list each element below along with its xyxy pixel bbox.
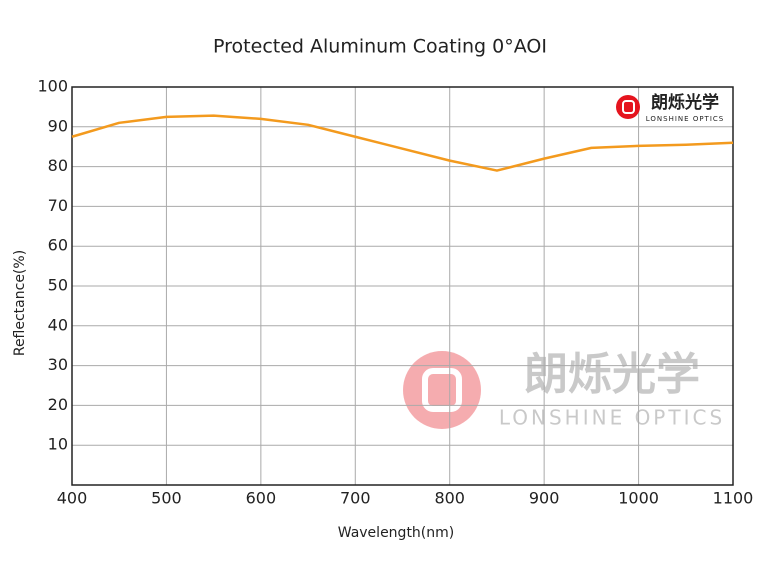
logo-icon-mark xyxy=(622,100,635,114)
series-line xyxy=(71,114,734,172)
x-tick-label: 600 xyxy=(246,489,277,508)
x-tick-label: 400 xyxy=(57,489,88,508)
chart-title: Protected Aluminum Coating 0°AOI xyxy=(213,36,547,58)
y-tick-label: 40 xyxy=(48,315,68,334)
x-axis-label: Wavelength(nm) xyxy=(338,525,454,541)
y-tick-label: 100 xyxy=(37,77,68,96)
watermark-icon-mark xyxy=(422,368,462,412)
y-tick-label: 50 xyxy=(48,276,68,295)
watermark-subtitle: LONSHINE OPTICS xyxy=(499,406,725,430)
logo-icon xyxy=(616,95,640,119)
y-tick-label: 30 xyxy=(48,355,68,374)
y-tick-label: 80 xyxy=(48,156,68,175)
x-tick-label: 900 xyxy=(529,489,560,508)
y-tick-label: 60 xyxy=(48,236,68,255)
watermark-name: 朗烁光学 xyxy=(524,349,700,400)
x-tick-label: 500 xyxy=(151,489,182,508)
y-axis-label: Reflectance(%) xyxy=(12,250,28,356)
x-tick-label: 1100 xyxy=(713,489,754,508)
logo-name: 朗烁光学 xyxy=(651,92,719,113)
y-tick-label: 70 xyxy=(48,196,68,215)
plot-frame xyxy=(71,86,734,486)
x-tick-label: 700 xyxy=(340,489,371,508)
logo-subtitle: LONSHINE OPTICS xyxy=(646,115,724,123)
x-tick-label: 1000 xyxy=(618,489,659,508)
y-tick-label: 90 xyxy=(48,116,68,135)
y-tick-label: 10 xyxy=(48,435,68,454)
x-tick-label: 800 xyxy=(434,489,465,508)
logo: 朗烁光学 LONSHINE OPTICS xyxy=(616,92,724,123)
y-tick-label: 20 xyxy=(48,395,68,414)
watermark-icon xyxy=(403,351,481,429)
watermark: 朗烁光学 LONSHINE OPTICS xyxy=(403,349,725,430)
